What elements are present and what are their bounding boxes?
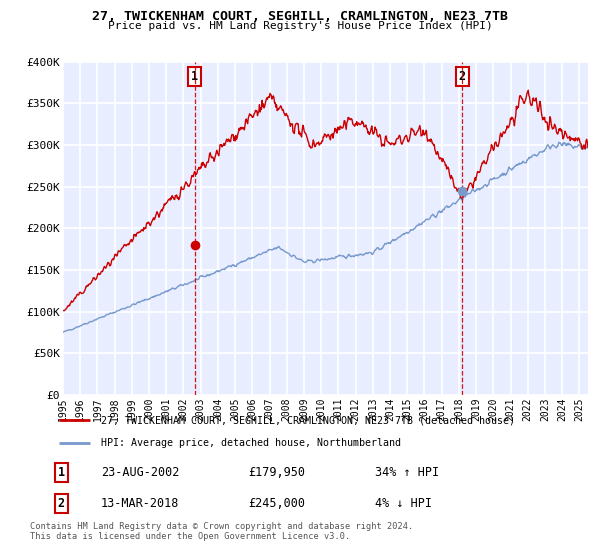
Text: HPI: Average price, detached house, Northumberland: HPI: Average price, detached house, Nort… xyxy=(101,438,401,448)
Text: 23-AUG-2002: 23-AUG-2002 xyxy=(101,465,179,479)
Text: 27, TWICKENHAM COURT, SEGHILL, CRAMLINGTON, NE23 7TB (detached house): 27, TWICKENHAM COURT, SEGHILL, CRAMLINGT… xyxy=(101,416,515,426)
Text: 2: 2 xyxy=(58,497,65,510)
Text: 27, TWICKENHAM COURT, SEGHILL, CRAMLINGTON, NE23 7TB: 27, TWICKENHAM COURT, SEGHILL, CRAMLINGT… xyxy=(92,10,508,23)
Text: 1: 1 xyxy=(191,70,198,83)
Text: 13-MAR-2018: 13-MAR-2018 xyxy=(101,497,179,510)
Text: 1: 1 xyxy=(58,465,65,479)
Text: Contains HM Land Registry data © Crown copyright and database right 2024.
This d: Contains HM Land Registry data © Crown c… xyxy=(30,522,413,542)
Text: £179,950: £179,950 xyxy=(248,465,305,479)
Text: 34% ↑ HPI: 34% ↑ HPI xyxy=(376,465,439,479)
Text: 4% ↓ HPI: 4% ↓ HPI xyxy=(376,497,433,510)
Text: 2: 2 xyxy=(458,70,466,83)
Text: £245,000: £245,000 xyxy=(248,497,305,510)
Text: Price paid vs. HM Land Registry's House Price Index (HPI): Price paid vs. HM Land Registry's House … xyxy=(107,21,493,31)
